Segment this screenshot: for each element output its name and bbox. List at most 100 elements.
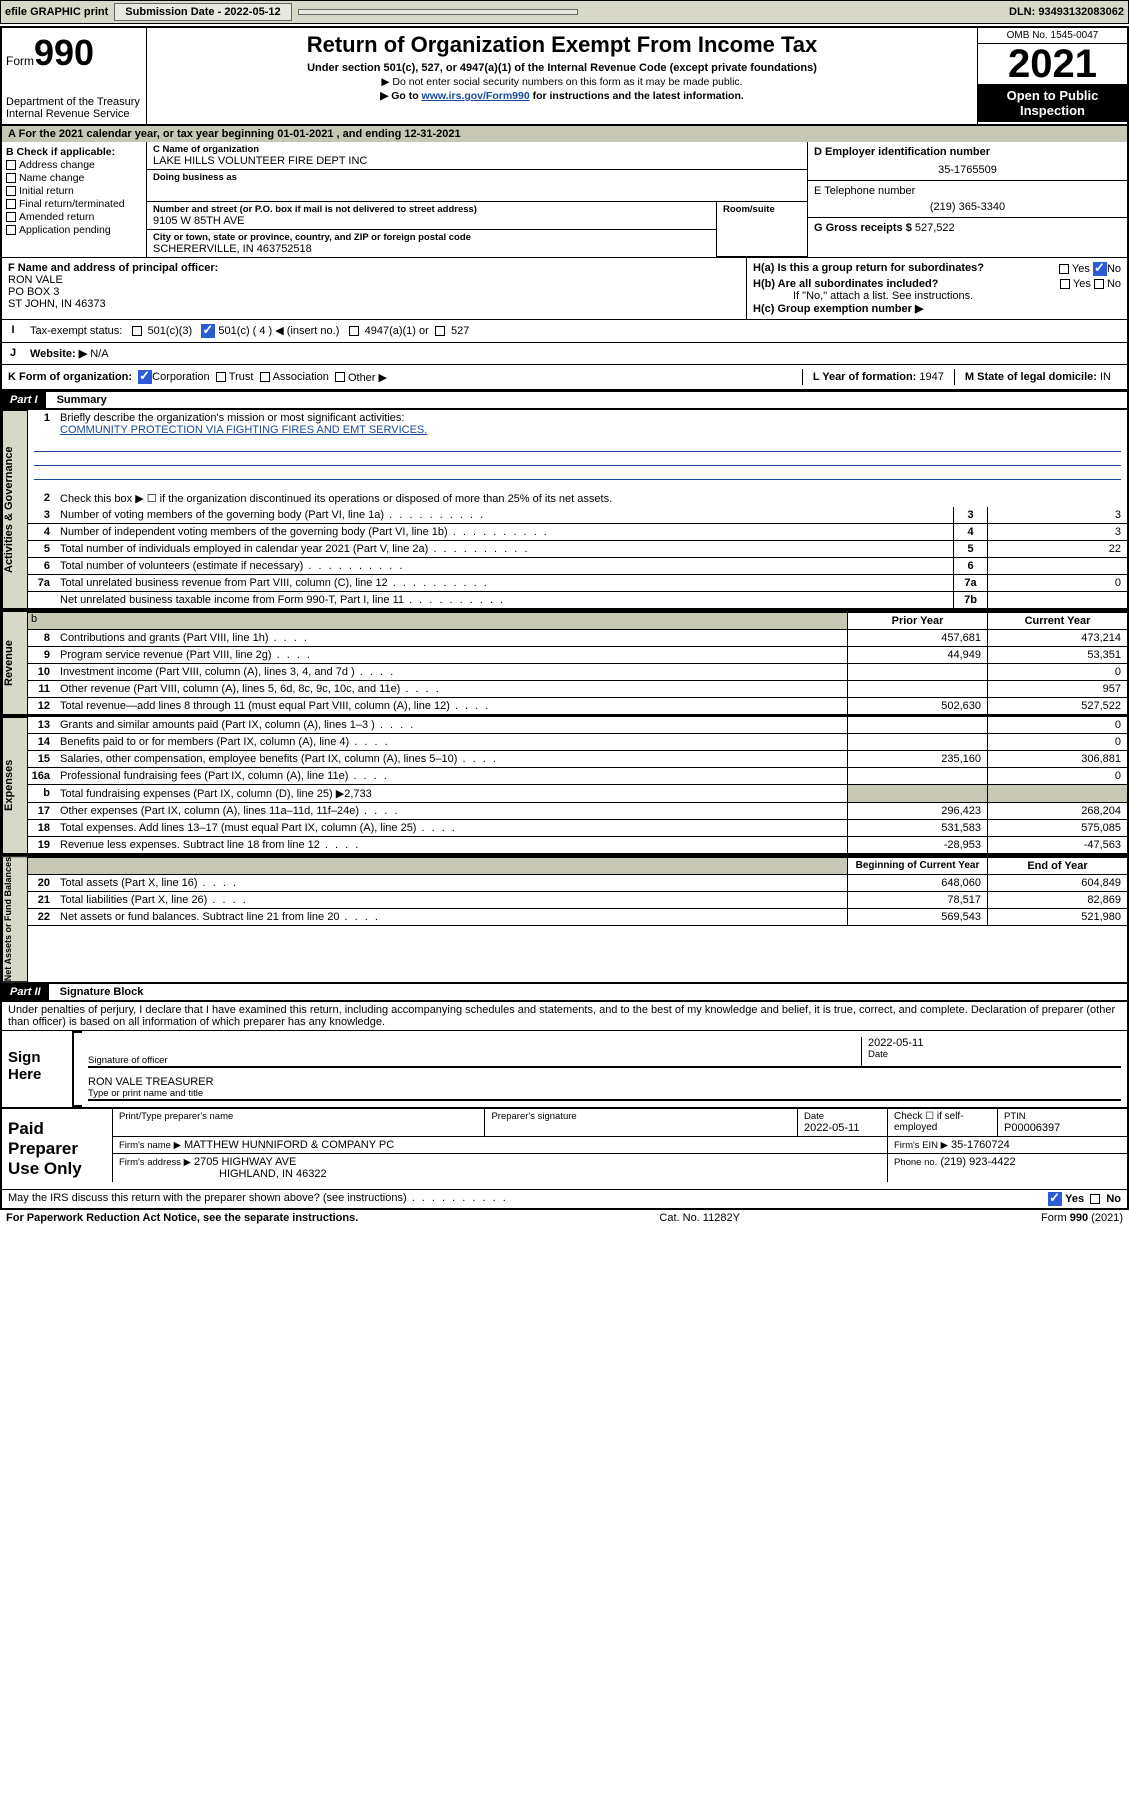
chk-address-change[interactable]: Address change xyxy=(6,159,142,171)
summary-line: 7a Total unrelated business revenue from… xyxy=(28,575,1127,592)
chk-501c3[interactable] xyxy=(132,326,142,336)
form-ref: Form 990 (2021) xyxy=(1041,1212,1123,1224)
line-desc: Total liabilities (Part X, line 26) xyxy=(56,892,847,908)
officer-addr1: PO BOX 3 xyxy=(8,286,740,298)
line-num: 16a xyxy=(28,768,56,784)
box-d-e-g: D Employer identification number 35-1765… xyxy=(807,142,1127,257)
firm-phone: (219) 923-4422 xyxy=(940,1156,1015,1168)
line-box: 4 xyxy=(953,524,987,540)
form-subtitle: Under section 501(c), 527, or 4947(a)(1)… xyxy=(155,62,969,74)
line-current xyxy=(987,785,1127,802)
expenses-section: Expenses 13 Grants and similar amounts p… xyxy=(2,715,1127,854)
chk-final-return[interactable]: Final return/terminated xyxy=(6,198,142,210)
line-value: 3 xyxy=(987,524,1127,540)
ein-label: D Employer identification number xyxy=(814,146,1121,158)
ha-label: H(a) Is this a group return for subordin… xyxy=(753,262,984,274)
l1-num: 1 xyxy=(28,410,56,438)
line-prior xyxy=(847,768,987,784)
summary-line: 11 Other revenue (Part VIII, column (A),… xyxy=(28,681,1127,698)
chk-other[interactable] xyxy=(335,372,345,382)
sig-officer-label: Signature of officer xyxy=(88,1055,861,1066)
line-prior xyxy=(847,681,987,697)
revenue-section: Revenue b Prior Year Current Year 8 Cont… xyxy=(2,609,1127,715)
line-prior: 648,060 xyxy=(847,875,987,891)
line-desc: Other expenses (Part IX, column (A), lin… xyxy=(56,803,847,819)
sig-date: 2022-05-11 xyxy=(868,1037,1121,1049)
ha-yes-chk[interactable] xyxy=(1059,264,1069,274)
part2-header: Part II xyxy=(2,984,49,1000)
summary-line: 15 Salaries, other compensation, employe… xyxy=(28,751,1127,768)
chk-initial-return[interactable]: Initial return xyxy=(6,185,142,197)
line-num: 8 xyxy=(28,630,56,646)
line-desc: Benefits paid to or for members (Part IX… xyxy=(56,734,847,750)
line-desc: Total expenses. Add lines 13–17 (must eq… xyxy=(56,820,847,836)
firm-name: MATTHEW HUNNIFORD & COMPANY PC xyxy=(184,1139,394,1151)
blank-button[interactable] xyxy=(298,9,578,15)
l2-desc: Check this box ▶ ☐ if the organization d… xyxy=(56,490,1127,507)
mission-line xyxy=(34,466,1121,480)
row-j: J Website: ▶ N/A xyxy=(2,343,1127,365)
na-hdr-spacer xyxy=(28,858,847,874)
box-b-header: B Check if applicable: xyxy=(6,146,142,158)
chk-app-pending[interactable]: Application pending xyxy=(6,224,142,236)
line-num: 3 xyxy=(28,507,56,523)
chk-corp[interactable] xyxy=(138,370,152,384)
form-title-block: Return of Organization Exempt From Incom… xyxy=(147,28,977,124)
line-desc: Net assets or fund balances. Subtract li… xyxy=(56,909,847,925)
prep-date: 2022-05-11 xyxy=(804,1122,881,1134)
summary-line: 10 Investment income (Part VIII, column … xyxy=(28,664,1127,681)
line-num: 10 xyxy=(28,664,56,680)
line-box: 6 xyxy=(953,558,987,574)
chk-assoc[interactable] xyxy=(260,372,270,382)
line-desc: Number of voting members of the governin… xyxy=(56,507,953,523)
hb-yes-chk[interactable] xyxy=(1060,279,1070,289)
chk-name-change[interactable]: Name change xyxy=(6,172,142,184)
chk-amended[interactable]: Amended return xyxy=(6,211,142,223)
line-num: 19 xyxy=(28,837,56,853)
ha-no-chk[interactable] xyxy=(1093,262,1107,276)
line-num: 20 xyxy=(28,875,56,891)
row-i: I Tax-exempt status: 501(c)(3) 501(c) ( … xyxy=(2,320,1127,343)
chk-527[interactable] xyxy=(435,326,445,336)
l-value: 1947 xyxy=(919,371,943,383)
summary-line: 6 Total number of volunteers (estimate i… xyxy=(28,558,1127,575)
discuss-yes-chk[interactable] xyxy=(1048,1192,1062,1206)
org-city: SCHERERVILLE, IN 463752518 xyxy=(153,243,710,255)
summary-line: Net unrelated business taxable income fr… xyxy=(28,592,1127,609)
line-current: 306,881 xyxy=(987,751,1127,767)
col-prior-year: Prior Year xyxy=(847,613,987,629)
declaration-text: Under penalties of perjury, I declare th… xyxy=(2,1002,1127,1031)
chk-trust[interactable] xyxy=(216,372,226,382)
line-num: 14 xyxy=(28,734,56,750)
m-value: IN xyxy=(1100,371,1111,383)
chk-4947[interactable] xyxy=(349,326,359,336)
line-desc: Contributions and grants (Part VIII, lin… xyxy=(56,630,847,646)
line-prior: 531,583 xyxy=(847,820,987,836)
irs-link[interactable]: www.irs.gov/Form990 xyxy=(422,90,530,102)
l-label: L Year of formation: xyxy=(813,371,917,383)
line-num: 15 xyxy=(28,751,56,767)
room-label: Room/suite xyxy=(723,204,801,215)
discuss-q: May the IRS discuss this return with the… xyxy=(8,1192,508,1206)
col-current-year: Current Year xyxy=(987,613,1127,629)
discuss-no-chk[interactable] xyxy=(1090,1194,1100,1204)
summary-line: 4 Number of independent voting members o… xyxy=(28,524,1127,541)
prep-self-employed[interactable]: Check ☐ if self-employed xyxy=(887,1109,997,1136)
line-num: 22 xyxy=(28,909,56,925)
part2-title: Signature Block xyxy=(52,984,152,1000)
efile-label: efile GRAPHIC print xyxy=(5,6,108,18)
line-prior xyxy=(847,717,987,733)
phone-label: E Telephone number xyxy=(814,185,1121,197)
submission-date-button[interactable]: Submission Date - 2022-05-12 xyxy=(114,3,291,21)
line-desc: Net unrelated business taxable income fr… xyxy=(56,592,953,608)
firm-addr1: 2705 HIGHWAY AVE xyxy=(194,1156,296,1168)
line-value xyxy=(987,592,1127,608)
chk-501c[interactable] xyxy=(201,324,215,338)
line-num: 6 xyxy=(28,558,56,574)
hb-note: If "No," attach a list. See instructions… xyxy=(753,290,1121,302)
form-year-block: OMB No. 1545-0047 2021 Open to Public In… xyxy=(977,28,1127,124)
line-prior: 235,160 xyxy=(847,751,987,767)
hb-no-chk[interactable] xyxy=(1094,279,1104,289)
org-address: 9105 W 85TH AVE xyxy=(153,215,710,227)
summary-line: 5 Total number of individuals employed i… xyxy=(28,541,1127,558)
